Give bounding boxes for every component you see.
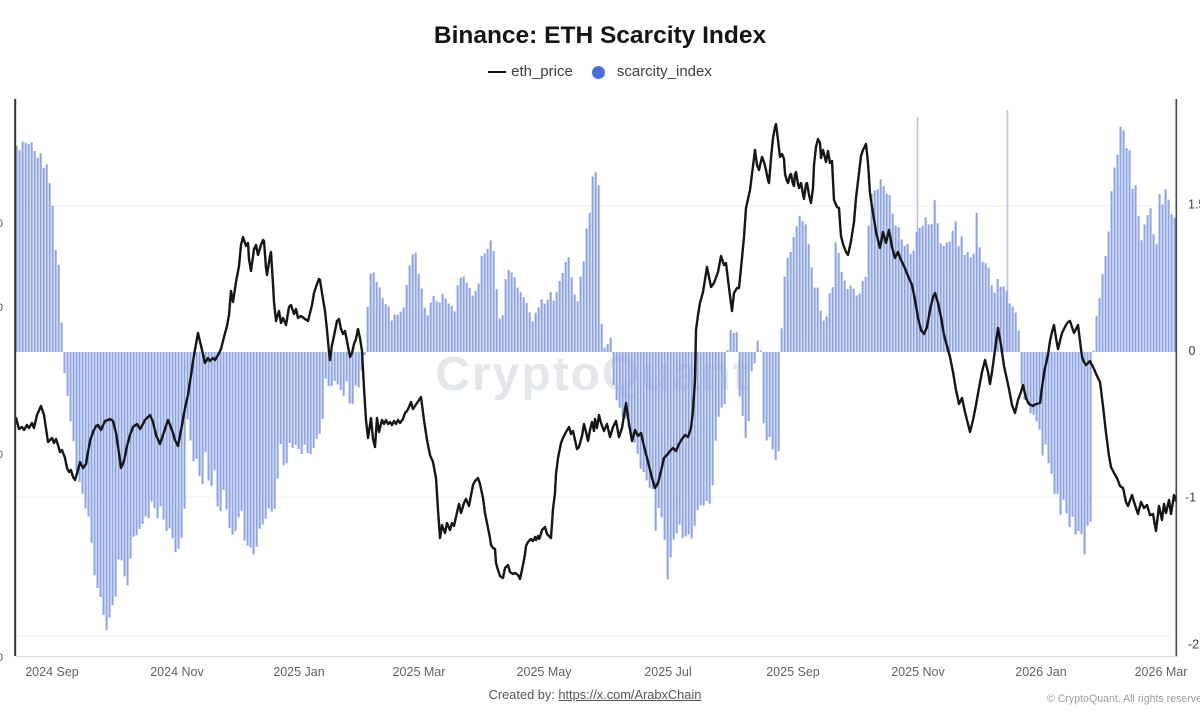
svg-text:2025 Jul: 2025 Jul <box>644 665 691 679</box>
svg-text:-2: -2 <box>1188 638 1199 652</box>
svg-text:00: 00 <box>0 302 3 314</box>
svg-text:2024 Sep: 2024 Sep <box>25 665 79 679</box>
svg-text:00: 00 <box>0 652 3 664</box>
svg-text:00: 00 <box>0 449 3 461</box>
svg-text:2025 Sep: 2025 Sep <box>766 665 820 679</box>
svg-text:2025 May: 2025 May <box>517 665 573 679</box>
svg-text:2026 Mar: 2026 Mar <box>1135 665 1188 679</box>
svg-text:2024 Nov: 2024 Nov <box>150 665 204 679</box>
svg-text:2025 Nov: 2025 Nov <box>891 665 945 679</box>
svg-text:2025 Jan: 2025 Jan <box>273 665 324 679</box>
svg-text:0: 0 <box>1189 344 1196 358</box>
svg-text:2025 Mar: 2025 Mar <box>393 665 446 679</box>
svg-text:2026 Jan: 2026 Jan <box>1015 665 1066 679</box>
svg-text:1.5: 1.5 <box>1188 198 1200 212</box>
svg-text:-1: -1 <box>1185 491 1196 505</box>
svg-text:00: 00 <box>0 218 3 230</box>
